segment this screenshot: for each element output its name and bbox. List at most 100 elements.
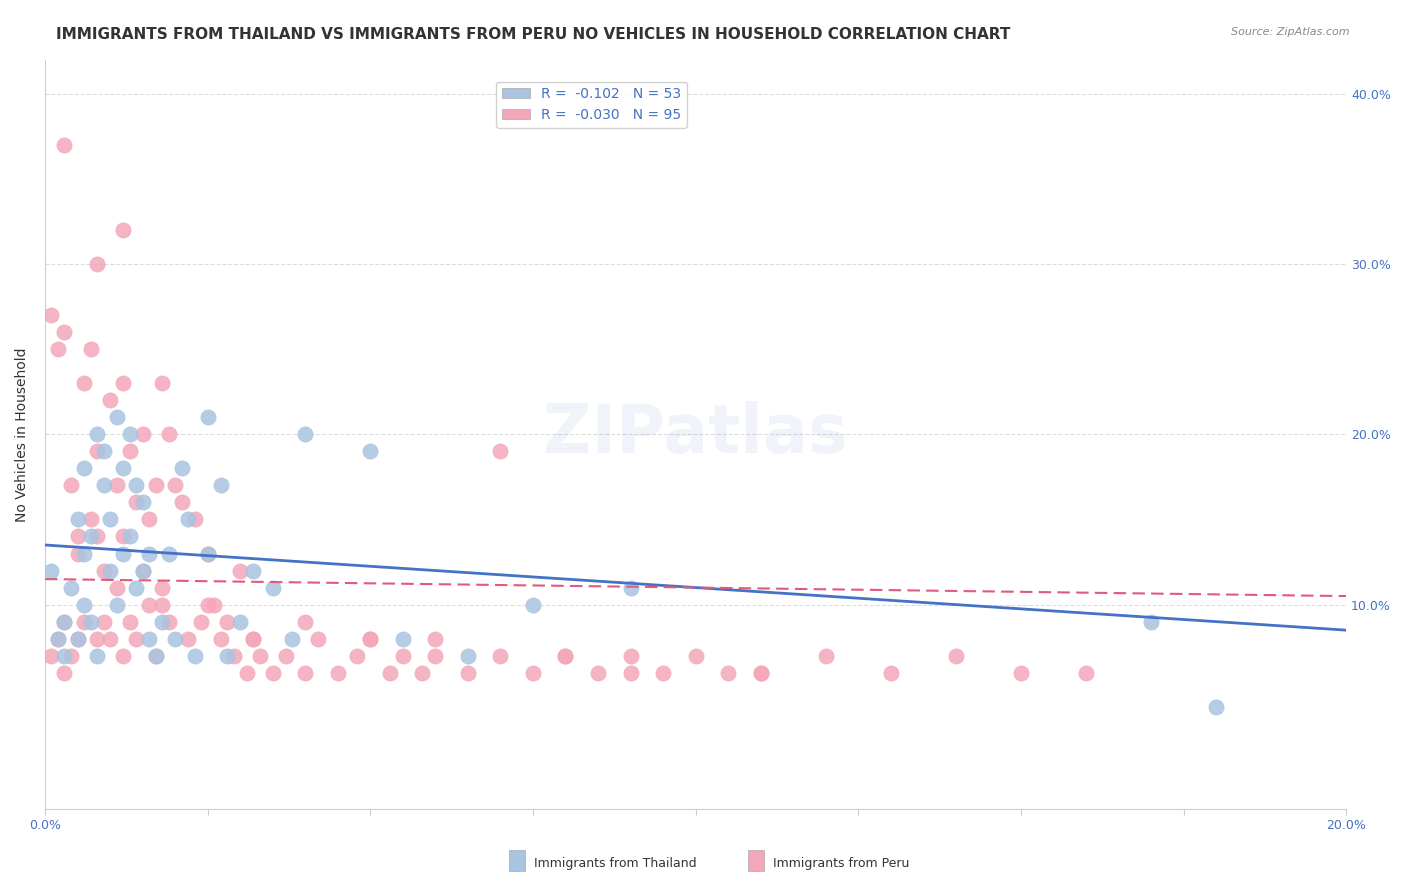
Point [131,495,153,509]
Point [131,564,153,578]
Point [66,632,89,646]
Point [235,665,257,680]
Point [145,478,167,492]
Point [522,665,544,680]
Point [59,581,82,595]
Legend: R =  -0.102   N = 53, R =  -0.030   N = 95: R = -0.102 N = 53, R = -0.030 N = 95 [496,81,686,128]
Text: ZIPatlas: ZIPatlas [543,401,848,467]
Point [586,665,609,680]
Point [125,495,148,509]
Point [150,598,173,612]
Point [346,648,368,663]
Point [554,648,576,663]
Point [170,461,193,475]
Point [125,581,148,595]
Point [1205,699,1227,714]
Point [359,632,381,646]
Point [749,665,772,680]
Point [209,478,232,492]
Point [197,547,219,561]
Point [1010,665,1032,680]
Point [411,665,433,680]
Point [112,376,135,391]
Point [190,615,212,629]
Point [125,632,148,646]
Point [41,648,63,663]
Point [274,648,297,663]
Point [105,581,128,595]
Text: IMMIGRANTS FROM THAILAND VS IMMIGRANTS FROM PERU NO VEHICLES IN HOUSEHOLD CORREL: IMMIGRANTS FROM THAILAND VS IMMIGRANTS F… [56,27,1011,42]
Point [326,665,349,680]
Point [112,529,135,543]
Point [685,648,707,663]
Point [86,529,108,543]
Point [262,665,284,680]
Point [46,632,69,646]
Point [138,598,160,612]
Point [222,648,245,663]
Point [73,615,96,629]
Point [165,632,187,646]
Point [145,648,167,663]
Point [86,427,108,442]
Point [98,564,121,578]
Point [229,615,252,629]
Point [59,478,82,492]
Point [294,427,316,442]
Point [217,615,239,629]
Point [46,342,69,356]
Point [425,632,447,646]
Point [86,648,108,663]
Point [138,632,160,646]
Point [79,529,101,543]
Point [73,376,96,391]
Point [41,308,63,322]
Point [93,564,115,578]
Point [249,648,271,663]
Point [880,665,903,680]
Point [945,648,967,663]
Point [73,598,96,612]
Point [53,648,76,663]
Point [105,598,128,612]
Point [1140,615,1163,629]
Point [359,632,381,646]
Point [294,615,316,629]
Point [86,444,108,458]
Point [118,444,141,458]
Point [183,648,205,663]
Point [93,444,115,458]
Point [53,665,76,680]
Point [749,665,772,680]
Point [53,325,76,339]
Point [359,444,381,458]
Text: Immigrants from Peru: Immigrants from Peru [773,856,910,870]
Point [242,632,264,646]
Point [118,427,141,442]
Point [425,648,447,663]
Point [157,427,180,442]
Point [294,665,316,680]
Point [66,529,89,543]
Point [197,598,219,612]
Point [217,648,239,663]
Point [229,564,252,578]
Point [170,495,193,509]
Point [242,564,264,578]
Point [98,632,121,646]
Point [53,615,76,629]
Point [392,648,415,663]
Point [98,512,121,526]
Point [157,547,180,561]
Point [183,512,205,526]
Point [79,512,101,526]
Point [93,478,115,492]
Point [53,615,76,629]
Point [86,257,108,271]
Point [489,648,512,663]
Point [131,427,153,442]
Point [157,615,180,629]
Text: Source: ZipAtlas.com: Source: ZipAtlas.com [1232,27,1350,37]
Point [150,376,173,391]
Point [41,564,63,578]
